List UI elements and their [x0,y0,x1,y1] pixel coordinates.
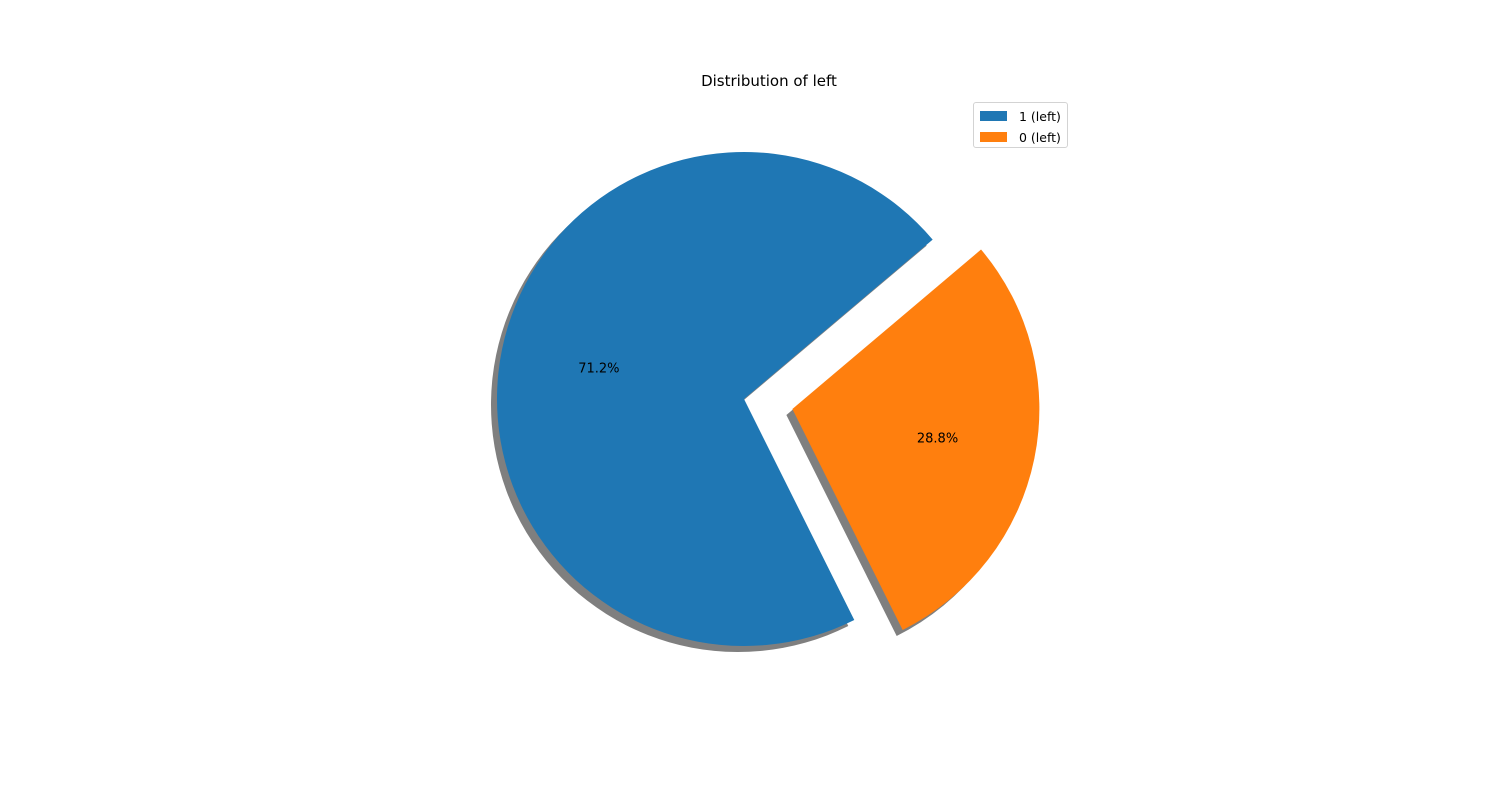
legend-swatch-1 [980,111,1007,121]
pie-slice-1 [792,249,1040,630]
legend-swatch-0 [980,132,1007,142]
legend-item-0: 0 (left) [980,129,1061,145]
slice-value-label-1: 28.8% [917,431,958,446]
pie-slice-0 [497,152,933,647]
chart-title: Distribution of left [701,72,837,90]
slice-value-label-0: 71.2% [578,362,619,377]
legend: 1 (left) 0 (left) [973,102,1068,148]
legend-item-1: 1 (left) [980,108,1061,124]
legend-label-0: 0 (left) [1019,129,1061,145]
legend-label-1: 1 (left) [1019,108,1061,124]
